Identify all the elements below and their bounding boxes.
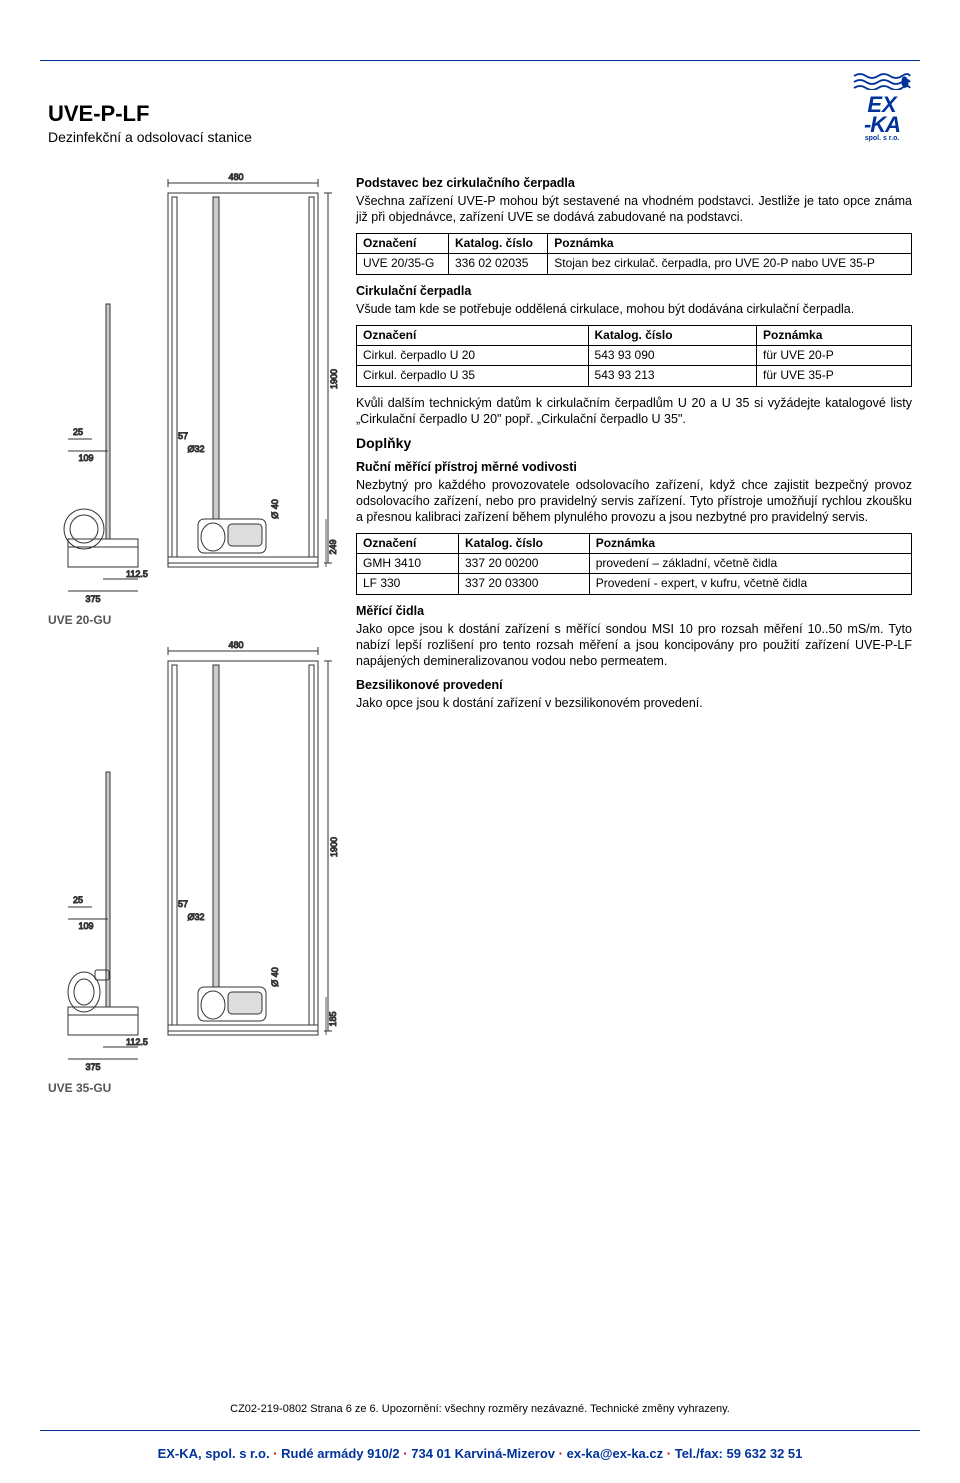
silicone-heading: Bezsilikonové provedení — [356, 677, 912, 693]
footer-phone: Tel./fax: 59 632 32 51 — [675, 1446, 803, 1461]
table-stand: Označení Katalog. číslo Poznámka UVE 20/… — [356, 233, 912, 275]
diagram-column: 480 — [48, 169, 338, 1095]
logo-waves-icon — [852, 72, 912, 90]
svg-text:109: 109 — [78, 921, 93, 931]
table-row: LF 330 337 20 03300 Provedení - expert, … — [357, 574, 912, 594]
table-row: Cirkul. čerpadlo U 20 543 93 090 für UVE… — [357, 346, 912, 366]
meter-paragraph: Nezbytný pro každého provozovatele odsol… — [356, 477, 912, 525]
svg-text:Ø 40: Ø 40 — [270, 967, 280, 987]
svg-text:480: 480 — [228, 172, 243, 182]
post-table-note: Kvůli dalším technickým datům k cirkulač… — [356, 395, 912, 427]
svg-text:57: 57 — [178, 431, 188, 441]
page-title: UVE-P-LF — [48, 101, 912, 127]
svg-text:57: 57 — [178, 899, 188, 909]
probes-heading: Měřící čidla — [356, 603, 912, 619]
svg-text:112.5: 112.5 — [126, 569, 148, 579]
circ-paragraph: Všude tam kde se potřebuje oddělená cirk… — [356, 301, 912, 317]
probes-paragraph: Jako opce jsou k dostání zařízení s měří… — [356, 621, 912, 669]
svg-text:25: 25 — [73, 427, 83, 437]
footer-address: Rudé armády 910/2 — [281, 1446, 400, 1461]
footer: EX-KA, spol. s r.o. · Rudé armády 910/2 … — [0, 1446, 960, 1461]
footer-city: 734 01 Karviná-Mizerov — [411, 1446, 555, 1461]
svg-text:1900: 1900 — [329, 369, 338, 389]
svg-text:Ø32: Ø32 — [187, 912, 204, 922]
svg-text:112.5: 112.5 — [126, 1037, 148, 1047]
meter-heading: Ruční měřící přístroj měrné vodivosti — [356, 459, 912, 475]
diagram-label-1: UVE 20-GU — [48, 613, 338, 627]
page-subtitle: Dezinfekční a odsolovací stanice — [48, 129, 912, 145]
svg-text:1900: 1900 — [329, 837, 338, 857]
svg-text:185: 185 — [328, 1011, 338, 1026]
circ-heading: Cirkulační čerpadla — [356, 283, 912, 299]
footer-company: EX-KA, spol. s r.o. — [158, 1446, 270, 1461]
footer-note: CZ02-219-0802 Strana 6 ze 6. Upozornění:… — [0, 1403, 960, 1415]
svg-text:Ø 40: Ø 40 — [270, 499, 280, 519]
footer-email: ex-ka@ex-ka.cz — [567, 1446, 664, 1461]
svg-text:Ø32: Ø32 — [187, 444, 204, 454]
svg-text:375: 375 — [85, 594, 100, 604]
table-row: UVE 20/35-G 336 02 02035 Stojan bez cirk… — [357, 254, 912, 274]
diagram-label-2: UVE 35-GU — [48, 1081, 338, 1095]
footer-rule — [40, 1430, 920, 1431]
logo-subtitle: spol. s r.o. — [852, 135, 912, 142]
svg-text:25: 25 — [73, 895, 83, 905]
logo-text: EX -KA — [852, 95, 912, 135]
content-column: Podstavec bez cirkulačního čerpadla Všec… — [356, 169, 912, 1095]
intro-paragraph: Všechna zařízení UVE-P mohou být sestave… — [356, 193, 912, 225]
svg-text:109: 109 — [78, 453, 93, 463]
table-pumps: Označení Katalog. číslo Poznámka Cirkul.… — [356, 325, 912, 387]
svg-text:249: 249 — [328, 539, 338, 554]
svg-text:480: 480 — [228, 640, 243, 650]
table-row: GMH 3410 337 20 00200 provedení – základ… — [357, 554, 912, 574]
table-row: Cirkul. čerpadlo U 35 543 93 213 für UVE… — [357, 366, 912, 386]
diagram-uve-35: 480 1900 185 — [48, 637, 338, 1095]
intro-heading: Podstavec bez cirkulačního čerpadla — [356, 175, 912, 191]
company-logo: EX -KA spol. s r.o. — [852, 72, 912, 142]
silicone-paragraph: Jako opce jsou k dostání zařízení v bezs… — [356, 695, 912, 711]
svg-text:375: 375 — [85, 1062, 100, 1072]
table-meters: Označení Katalog. číslo Poznámka GMH 341… — [356, 533, 912, 595]
accessories-heading: Doplňky — [356, 435, 912, 453]
diagram-uve-20: 480 — [48, 169, 338, 627]
